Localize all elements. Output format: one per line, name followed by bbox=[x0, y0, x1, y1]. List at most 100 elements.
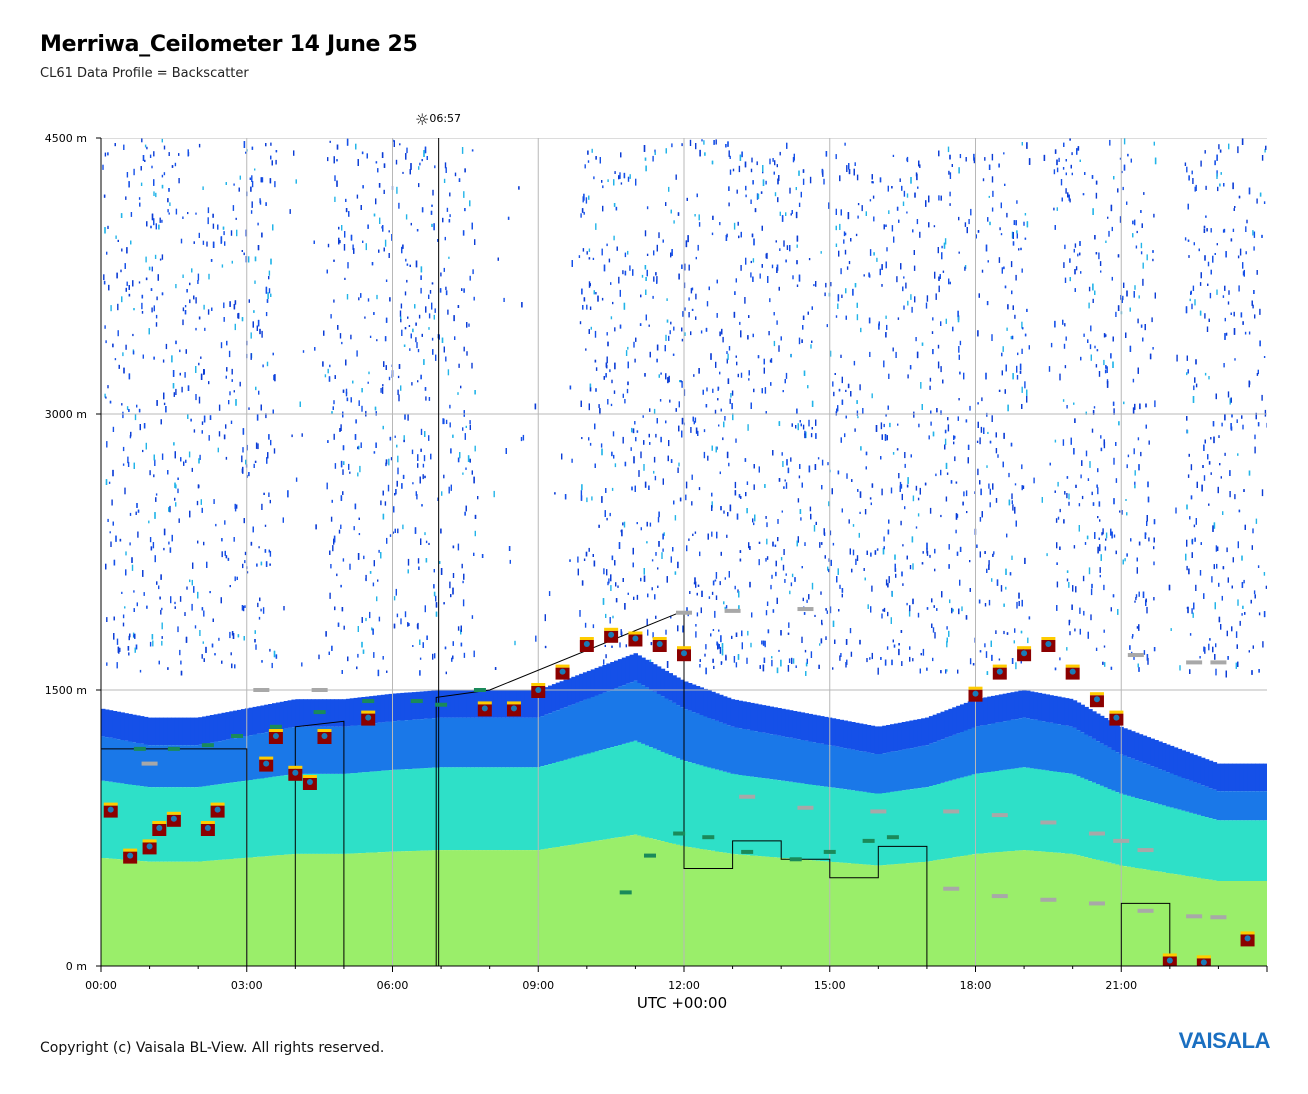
noise-speck bbox=[882, 548, 885, 555]
noise-speck bbox=[444, 236, 446, 241]
noise-speck bbox=[987, 217, 989, 222]
noise-speck bbox=[273, 448, 276, 454]
noise-speck bbox=[848, 519, 850, 524]
noise-speck bbox=[198, 396, 201, 404]
noise-speck bbox=[910, 454, 912, 458]
backscatter-column bbox=[163, 861, 168, 966]
noise-speck bbox=[839, 223, 841, 230]
noise-speck bbox=[963, 372, 965, 380]
noise-speck bbox=[1024, 333, 1027, 337]
noise-speck bbox=[841, 294, 843, 298]
noise-speck bbox=[218, 431, 221, 437]
noise-speck bbox=[1203, 646, 1205, 652]
noise-speck bbox=[1092, 208, 1094, 215]
noise-speck bbox=[1106, 366, 1108, 373]
noise-speck bbox=[415, 260, 418, 268]
noise-speck bbox=[588, 403, 590, 411]
backscatter-column bbox=[213, 784, 219, 861]
noise-speck bbox=[946, 641, 948, 648]
noise-speck bbox=[369, 571, 372, 574]
noise-speck bbox=[263, 492, 265, 495]
noise-speck bbox=[1199, 282, 1202, 286]
noise-speck bbox=[717, 398, 719, 401]
noise-speck bbox=[765, 558, 767, 562]
noise-speck bbox=[378, 249, 380, 253]
noise-speck bbox=[906, 555, 908, 560]
noise-speck bbox=[1117, 305, 1120, 311]
noise-speck bbox=[1189, 516, 1191, 520]
noise-speck bbox=[350, 334, 352, 340]
noise-speck bbox=[790, 457, 792, 462]
noise-speck bbox=[916, 351, 919, 359]
noise-speck bbox=[232, 633, 235, 639]
noise-speck bbox=[1245, 226, 1247, 232]
noise-speck bbox=[928, 195, 930, 203]
noise-speck bbox=[390, 457, 393, 461]
noise-speck bbox=[733, 222, 736, 230]
backscatter-column bbox=[392, 851, 397, 966]
noise-speck bbox=[880, 422, 883, 430]
noise-speck bbox=[627, 346, 629, 350]
noise-speck bbox=[1089, 461, 1091, 468]
noise-speck bbox=[203, 415, 206, 423]
backscatter-column bbox=[198, 717, 203, 745]
noise-speck bbox=[184, 310, 187, 315]
noise-speck bbox=[153, 191, 155, 196]
noise-speck bbox=[914, 192, 916, 198]
noise-speck bbox=[345, 359, 347, 366]
backscatter-column bbox=[621, 744, 627, 837]
noise-speck bbox=[342, 389, 345, 393]
noise-speck bbox=[600, 443, 603, 448]
noise-speck bbox=[674, 571, 677, 575]
noise-speck bbox=[956, 514, 959, 518]
noise-speck bbox=[778, 175, 780, 181]
noise-speck bbox=[588, 257, 591, 260]
noise-speck bbox=[1077, 146, 1080, 151]
noise-speck bbox=[1137, 318, 1139, 324]
noise-speck bbox=[189, 579, 191, 583]
noise-speck bbox=[945, 669, 947, 674]
noise-speck bbox=[580, 213, 582, 218]
noise-speck bbox=[746, 481, 749, 485]
noise-speck bbox=[594, 330, 597, 338]
noise-speck bbox=[797, 423, 799, 431]
noise-speck bbox=[808, 465, 811, 473]
noise-speck bbox=[670, 556, 672, 563]
noise-speck bbox=[205, 646, 207, 653]
noise-speck bbox=[777, 178, 779, 185]
noise-speck bbox=[518, 186, 520, 190]
noise-speck bbox=[964, 222, 967, 227]
sunrise-icon: ☼ bbox=[415, 110, 430, 129]
noise-speck bbox=[802, 597, 804, 602]
noise-speck bbox=[811, 340, 813, 343]
noise-speck bbox=[655, 433, 657, 438]
noise-speck bbox=[940, 321, 942, 326]
backscatter-column bbox=[349, 773, 355, 854]
backscatter-column bbox=[120, 740, 125, 784]
noise-speck bbox=[611, 645, 613, 648]
noise-speck bbox=[585, 551, 588, 557]
noise-speck bbox=[334, 463, 337, 469]
noise-speck bbox=[225, 182, 227, 185]
noise-speck bbox=[836, 408, 838, 413]
noise-speck bbox=[248, 407, 250, 410]
noise-speck bbox=[358, 297, 360, 301]
noise-speck bbox=[1123, 164, 1126, 171]
noise-speck bbox=[647, 593, 649, 598]
noise-speck bbox=[177, 488, 179, 494]
noise-speck bbox=[1124, 558, 1126, 562]
backscatter-column bbox=[283, 701, 289, 729]
noise-speck bbox=[1152, 258, 1154, 262]
noise-speck bbox=[1196, 481, 1198, 488]
noise-speck bbox=[1098, 537, 1100, 540]
noise-speck bbox=[1216, 154, 1218, 161]
noise-speck bbox=[397, 528, 399, 534]
noise-speck bbox=[826, 610, 828, 614]
noise-speck bbox=[624, 270, 627, 276]
noise-speck bbox=[354, 503, 357, 510]
noise-speck bbox=[1151, 317, 1153, 323]
noise-speck bbox=[655, 272, 657, 276]
backscatter-column bbox=[237, 737, 242, 782]
noise-speck bbox=[705, 644, 707, 650]
noise-speck bbox=[1241, 415, 1243, 419]
